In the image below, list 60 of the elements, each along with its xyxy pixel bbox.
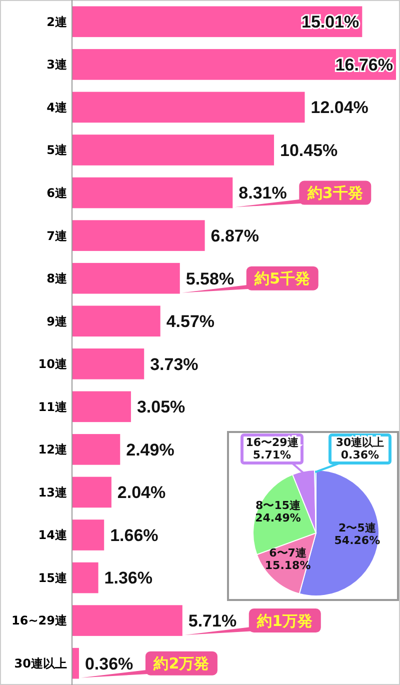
y-tick-label: 13連 bbox=[38, 485, 68, 500]
bar bbox=[72, 348, 144, 380]
y-tick-label: 12連 bbox=[38, 442, 68, 457]
slice-label: 16〜29連 bbox=[246, 436, 300, 449]
y-tick-label: 3連 bbox=[46, 58, 68, 72]
data-label: 12.04% bbox=[310, 98, 368, 118]
data-label: 8.31% bbox=[238, 184, 287, 203]
data-label: 2.49% bbox=[126, 440, 174, 460]
data-label: 0.36% bbox=[84, 654, 134, 674]
y-tick-label: 15連 bbox=[38, 570, 68, 585]
slice-label: 8〜15連 bbox=[256, 499, 302, 512]
data-label: 15.01% bbox=[302, 12, 360, 32]
annotation: 約3千発 bbox=[306, 184, 363, 202]
data-label: 2.04% bbox=[117, 483, 166, 502]
y-tick-label: 2連 bbox=[46, 14, 68, 29]
y-tick-label: 14連 bbox=[38, 528, 68, 542]
bar bbox=[72, 648, 79, 679]
bar bbox=[72, 6, 362, 38]
data-label: 6.87% bbox=[210, 226, 260, 246]
bar bbox=[72, 262, 180, 294]
data-label: 5.71% bbox=[252, 448, 292, 462]
bar bbox=[72, 49, 396, 80]
y-tick-label: 6連 bbox=[46, 186, 68, 200]
bar bbox=[72, 134, 274, 166]
y-tick-label: 9連 bbox=[46, 314, 68, 328]
data-label: 3.73% bbox=[150, 354, 198, 374]
y-tick-label: 16~29連 bbox=[12, 614, 68, 628]
data-label: 0.36% bbox=[340, 448, 380, 462]
data-label: 3.05% bbox=[136, 398, 186, 417]
bar bbox=[72, 391, 131, 422]
data-label: 4.57% bbox=[166, 312, 215, 332]
data-label: 1.66% bbox=[110, 526, 158, 545]
annotation: 約1万発 bbox=[256, 612, 313, 630]
y-tick-label: 10連 bbox=[38, 357, 68, 372]
data-label: 5.58% bbox=[186, 269, 234, 288]
y-tick-label: 7連 bbox=[46, 228, 68, 243]
bar bbox=[72, 306, 160, 337]
slice-label: 30連以上 bbox=[336, 436, 384, 449]
data-label: 10.45% bbox=[280, 140, 338, 160]
data-label: 5.71% bbox=[188, 611, 237, 630]
annotation: 約5千発 bbox=[254, 270, 310, 288]
bar bbox=[72, 92, 305, 123]
bar bbox=[72, 177, 233, 208]
bar bbox=[72, 434, 120, 465]
data-label: 24.49% bbox=[255, 512, 301, 525]
bar bbox=[72, 562, 98, 594]
y-tick-label: 8連 bbox=[46, 272, 68, 286]
bar bbox=[72, 520, 104, 550]
y-tick-label: 5連 bbox=[46, 143, 68, 158]
bar bbox=[72, 220, 205, 251]
slice-label: 2〜5連 bbox=[338, 522, 377, 535]
data-label: 16.76% bbox=[335, 55, 393, 74]
y-tick-label: 4連 bbox=[46, 100, 68, 114]
slice-label: 6〜7連 bbox=[269, 546, 308, 560]
bar bbox=[72, 605, 182, 636]
bar bbox=[72, 476, 112, 508]
annotation: 約2万発 bbox=[152, 654, 210, 673]
data-label: 1.36% bbox=[104, 568, 152, 588]
y-tick-label: 11連 bbox=[38, 400, 68, 414]
y-tick-label: 30連以上 bbox=[14, 656, 67, 671]
